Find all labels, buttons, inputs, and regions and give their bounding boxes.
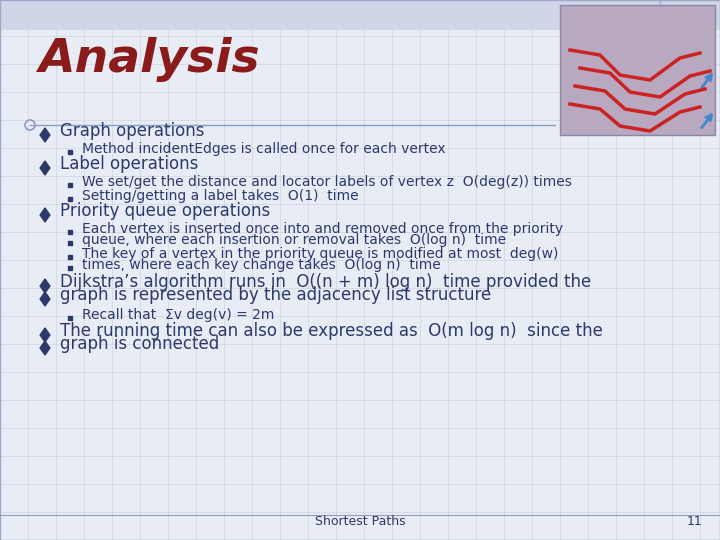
Bar xyxy=(68,230,72,234)
Polygon shape xyxy=(40,208,50,222)
Text: We set/get the distance and locator labels of vertex z  O(deg(z)) times: We set/get the distance and locator labe… xyxy=(82,175,572,189)
Bar xyxy=(68,266,72,270)
Bar xyxy=(560,5,715,135)
Text: The running time can also be expressed as  O(m log n)  since the: The running time can also be expressed a… xyxy=(60,322,603,340)
Text: Shortest Paths: Shortest Paths xyxy=(315,515,405,528)
Text: graph is represented by the adjacency list structure: graph is represented by the adjacency li… xyxy=(60,286,491,304)
Text: Method incidentEdges is called once for each vertex: Method incidentEdges is called once for … xyxy=(82,142,446,156)
Bar xyxy=(68,197,72,201)
Text: Analysis: Analysis xyxy=(38,37,260,82)
Text: 11: 11 xyxy=(687,515,703,528)
Text: Setting/getting a label takes  O(1)  time: Setting/getting a label takes O(1) time xyxy=(82,189,359,203)
Polygon shape xyxy=(40,279,50,293)
Text: times, where each key change takes  O(log n)  time: times, where each key change takes O(log… xyxy=(82,258,441,272)
Text: Graph operations: Graph operations xyxy=(60,122,204,140)
Bar xyxy=(68,255,72,259)
Text: Each vertex is inserted once into and removed once from the priority: Each vertex is inserted once into and re… xyxy=(82,222,563,236)
Text: graph is connected: graph is connected xyxy=(60,335,220,353)
Polygon shape xyxy=(40,161,50,175)
Polygon shape xyxy=(40,328,50,342)
Polygon shape xyxy=(40,292,50,306)
Text: queue, where each insertion or removal takes  O(log n)  time: queue, where each insertion or removal t… xyxy=(82,233,506,247)
Text: Priority queue operations: Priority queue operations xyxy=(60,202,270,220)
Bar xyxy=(68,183,72,187)
Text: Recall that  Σv deg(v) = 2m: Recall that Σv deg(v) = 2m xyxy=(82,308,274,322)
Bar xyxy=(68,150,72,154)
Bar xyxy=(68,316,72,320)
Text: Label operations: Label operations xyxy=(60,155,199,173)
Polygon shape xyxy=(40,341,50,355)
Text: The key of a vertex in the priority queue is modified at most  deg(w): The key of a vertex in the priority queu… xyxy=(82,247,559,261)
Polygon shape xyxy=(40,128,50,142)
Text: Dijkstra’s algorithm runs in  O((n + m) log n)  time provided the: Dijkstra’s algorithm runs in O((n + m) l… xyxy=(60,273,591,291)
Bar xyxy=(68,241,72,245)
Bar xyxy=(0,0,720,30)
